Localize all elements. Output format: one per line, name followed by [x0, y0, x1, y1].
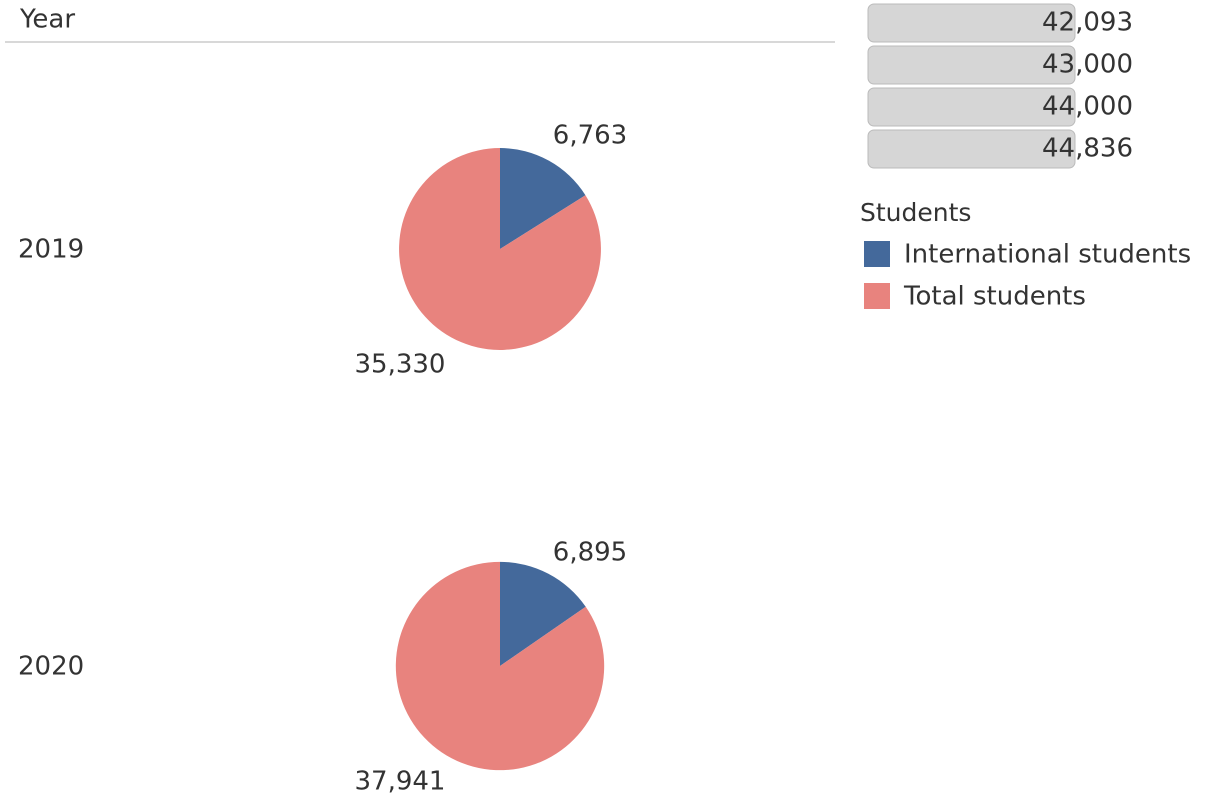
pie-slice: [500, 561, 586, 666]
column-header: Year: [19, 5, 75, 35]
legend-swatch: [864, 283, 890, 309]
legend-label: Total students: [903, 282, 1086, 312]
pie-slice: [500, 148, 586, 249]
size-legend-bar: [867, 129, 1076, 169]
row-label: 2019: [18, 235, 84, 265]
data-label: 6,763: [553, 121, 627, 151]
data-label: 37,941: [355, 767, 446, 797]
size-legend-bar: [867, 3, 1076, 43]
data-label: 35,330: [355, 350, 446, 380]
size-legend-bar: [867, 45, 1076, 85]
legend-label: International students: [904, 240, 1191, 270]
size-legend-bar: [867, 87, 1076, 127]
size-legend-label: 43,000: [1042, 50, 1133, 80]
size-legend-label: 42,093: [1042, 8, 1133, 38]
legend-swatch: [864, 241, 890, 267]
legend-title: Students: [860, 198, 971, 227]
size-legend-label: 44,836: [1042, 134, 1133, 164]
row-label: 2020: [18, 652, 84, 682]
size-legend-label: 44,000: [1042, 92, 1133, 122]
data-label: 6,895: [553, 538, 627, 568]
pie-slice: [395, 561, 605, 771]
pie-slice: [399, 148, 601, 350]
